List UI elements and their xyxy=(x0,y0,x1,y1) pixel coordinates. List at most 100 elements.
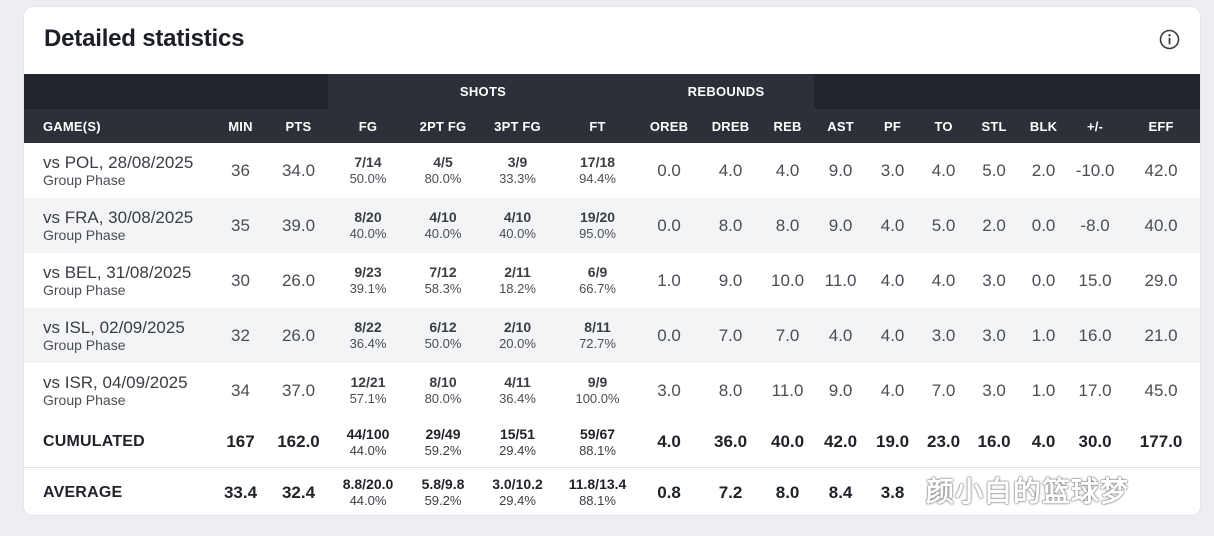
ft-made-attempted: 8/11 xyxy=(584,319,611,335)
dreb-cell: 9.0 xyxy=(700,253,762,308)
min-cell: 36 xyxy=(212,143,269,198)
ft-made-attempted: 11.8/13.4 xyxy=(568,476,627,493)
eff-cell: 40.0 xyxy=(1122,198,1200,253)
game-opponent-date[interactable]: vs ISL, 02/09/2025 xyxy=(43,317,185,337)
dreb-cell: 8.0 xyxy=(700,363,762,418)
game-opponent-date[interactable]: vs FRA, 30/08/2025 xyxy=(43,207,194,227)
oreb-cell: 0.0 xyxy=(638,308,701,363)
fg2-cell: 29/49 59.2% xyxy=(408,418,478,467)
column-header[interactable]: PF xyxy=(867,109,919,143)
fg2-percentage: 80.0% xyxy=(424,391,462,406)
fg2-cell: 4/10 40.0% xyxy=(408,198,478,253)
reb-cell: 8.0 xyxy=(761,198,815,253)
average-label: AVERAGE xyxy=(24,466,212,515)
game-opponent-date[interactable]: vs ISR, 04/09/2025 xyxy=(43,372,188,392)
pts-cell: 34.0 xyxy=(269,143,328,198)
oreb-cell: 3.0 xyxy=(638,363,701,418)
game-phase: Group Phase xyxy=(43,391,126,408)
column-header[interactable]: BLK xyxy=(1019,109,1069,143)
table-row: vs ISL, 02/09/2025 Group Phase 32 26.0 8/22 3… xyxy=(24,308,1200,363)
ft-cell: 8/11 72.7% xyxy=(557,308,639,363)
stl-cell: 3.0 xyxy=(969,253,1020,308)
fg-percentage: 40.0% xyxy=(349,226,387,241)
column-header[interactable]: OREB xyxy=(638,109,701,143)
blk-cell: 2.0 xyxy=(1019,143,1069,198)
dreb-cell: 7.2 xyxy=(700,466,762,515)
column-header[interactable]: TO xyxy=(918,109,970,143)
ft-cell: 59/67 88.1% xyxy=(557,418,639,467)
game-phase: Group Phase xyxy=(43,281,126,298)
fg3-made-attempted: 2/10 xyxy=(503,319,532,335)
oreb-cell: 0.0 xyxy=(638,143,701,198)
fg2-cell: 8/10 80.0% xyxy=(408,363,478,418)
fg-made-attempted: 12/21 xyxy=(350,374,386,390)
fg-cell: 7/14 50.0% xyxy=(328,143,408,198)
fg3-cell: 4/10 40.0% xyxy=(478,198,557,253)
column-header[interactable]: PTS xyxy=(269,109,328,143)
column-header[interactable]: 3PT FG xyxy=(478,109,557,143)
eff-cell xyxy=(1122,466,1200,515)
pf-cell: 4.0 xyxy=(867,198,919,253)
stats-table: SHOTS REBOUNDS GAME(S) MIN PTS FG 2PT FG 3PT … xyxy=(24,74,1200,515)
dreb-cell: 4.0 xyxy=(700,143,762,198)
game-cell: vs ISR, 04/09/2025 Group Phase xyxy=(24,363,212,418)
ast-cell: 4.0 xyxy=(814,308,868,363)
ft-cell: 9/9 100.0% xyxy=(557,363,639,418)
column-header[interactable]: GAME(S) xyxy=(24,109,212,143)
column-header[interactable]: FG xyxy=(328,109,408,143)
card-header: Detailed statistics xyxy=(24,7,1200,74)
ast-cell: 9.0 xyxy=(814,143,868,198)
column-header[interactable]: 2PT FG xyxy=(408,109,478,143)
pts-cell: 37.0 xyxy=(269,363,328,418)
reb-cell: 4.0 xyxy=(761,143,815,198)
column-header[interactable]: AST xyxy=(814,109,868,143)
column-header[interactable]: +/- xyxy=(1068,109,1123,143)
fg-made-attempted: 9/23 xyxy=(354,264,382,280)
column-header[interactable]: DREB xyxy=(700,109,762,143)
fg3-made-attempted: 4/10 xyxy=(503,209,532,225)
eff-cell: 21.0 xyxy=(1122,308,1200,363)
plus-minus-cell: 16.0 xyxy=(1068,308,1123,363)
to-cell: 23.0 xyxy=(918,418,970,467)
column-header[interactable]: MIN xyxy=(212,109,269,143)
column-header[interactable]: FT xyxy=(557,109,639,143)
to-cell: 5.0 xyxy=(918,198,970,253)
pf-cell: 3.8 xyxy=(867,466,919,515)
fg-cell: 12/21 57.1% xyxy=(328,363,408,418)
to-cell xyxy=(918,466,970,515)
stl-cell: 16.0 xyxy=(969,418,1020,467)
ast-cell: 8.4 xyxy=(814,466,868,515)
fg-cell: 8.8/20.0 44.0% xyxy=(328,466,408,515)
info-icon[interactable] xyxy=(1159,29,1180,50)
game-opponent-date[interactable]: vs BEL, 31/08/2025 xyxy=(43,262,192,282)
blk-cell: 0.0 xyxy=(1019,198,1069,253)
fg-made-attempted: 8/20 xyxy=(354,209,382,225)
game-opponent-date[interactable]: vs POL, 28/08/2025 xyxy=(43,152,194,172)
column-header[interactable]: EFF xyxy=(1122,109,1200,143)
game-phase: Group Phase xyxy=(43,171,126,188)
fg2-made-attempted: 29/49 xyxy=(425,425,461,442)
ft-made-attempted: 59/67 xyxy=(580,425,616,442)
fg3-cell: 15/51 29.4% xyxy=(478,418,557,467)
reb-cell: 8.0 xyxy=(761,466,815,515)
fg3-percentage: 40.0% xyxy=(499,226,536,241)
eff-cell: 45.0 xyxy=(1122,363,1200,418)
column-header[interactable]: STL xyxy=(969,109,1020,143)
group-rebounds: REBOUNDS xyxy=(638,74,815,109)
fg-percentage: 39.1% xyxy=(349,281,387,296)
plus-minus-cell: -8.0 xyxy=(1068,198,1123,253)
column-header[interactable]: REB xyxy=(761,109,815,143)
fg3-cell: 3/9 33.3% xyxy=(478,143,557,198)
fg-cell: 8/22 36.4% xyxy=(328,308,408,363)
fg3-percentage: 18.2% xyxy=(499,281,536,296)
ft-cell: 6/9 66.7% xyxy=(557,253,639,308)
fg2-cell: 4/5 80.0% xyxy=(408,143,478,198)
blk-cell: 4.0 xyxy=(1019,418,1069,467)
blk-cell: 0.0 xyxy=(1019,253,1069,308)
plus-minus-cell: 15.0 xyxy=(1068,253,1123,308)
to-cell: 3.0 xyxy=(918,308,970,363)
fg2-made-attempted: 5.8/9.8 xyxy=(421,476,465,493)
fg2-percentage: 80.0% xyxy=(424,171,462,186)
fg3-cell: 3.0/10.2 29.4% xyxy=(478,466,557,515)
reb-cell: 7.0 xyxy=(761,308,815,363)
